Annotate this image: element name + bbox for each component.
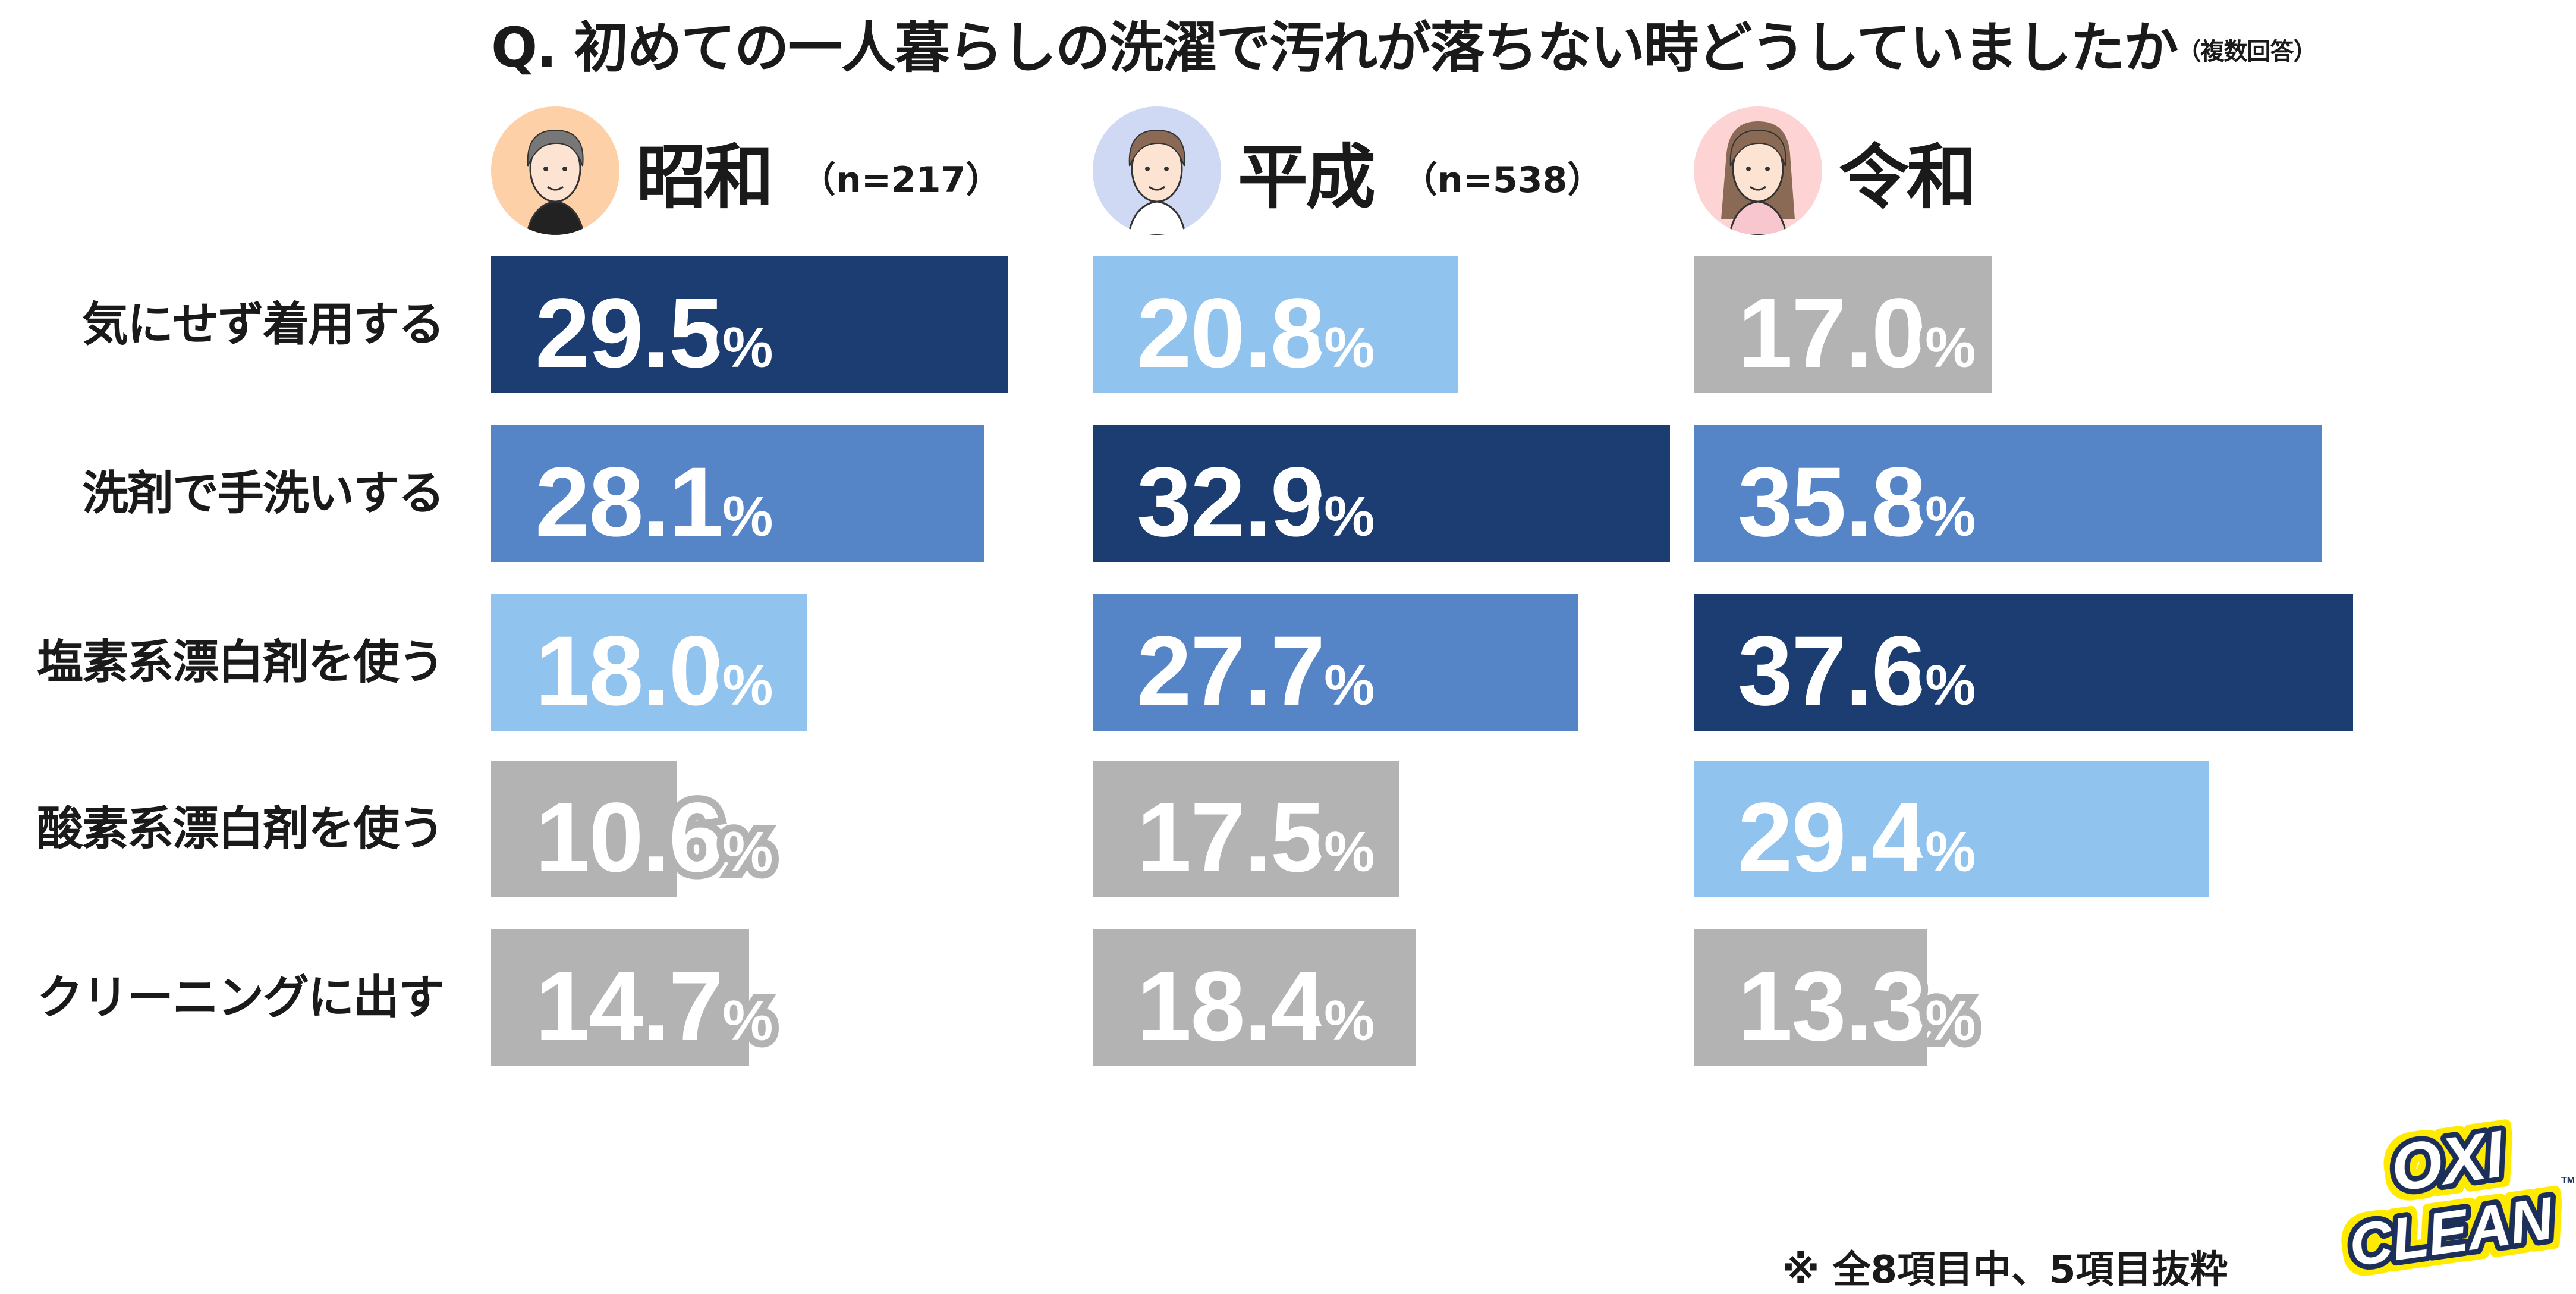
sample-size: （n=217） (800, 159, 1002, 201)
data-label-unit: % (1317, 646, 1382, 724)
data-label: 18.0% (528, 594, 781, 733)
category-label: クリーニングに出す (36, 971, 445, 1025)
data-label: 29.4% (1731, 761, 1983, 900)
data-label: 17.0% (1731, 256, 1983, 395)
category-label: 洗剤で手洗いする (81, 467, 445, 520)
bar (491, 256, 1009, 393)
data-label: 32.9% (1130, 425, 1382, 564)
data-label-unit: % (1918, 309, 1983, 387)
older-man-avatar (491, 106, 619, 235)
group-header: 令和 (1694, 105, 2003, 237)
data-label-value: 29.4 (1731, 775, 1933, 900)
data-label-unit: % (715, 982, 780, 1060)
data-label-unit: % (1317, 309, 1382, 387)
data-label: 20.8% (1130, 256, 1382, 395)
group-header: 昭和 （n=217） (491, 105, 1001, 237)
data-label-value: 13.3 (1731, 944, 1933, 1069)
group-header: 平成 （n=538） (1093, 105, 1603, 237)
data-label-unit: % (715, 309, 780, 387)
logo-tm: TM (2561, 1176, 2575, 1186)
era-label: 令和 (1839, 136, 1977, 218)
bar (491, 929, 749, 1066)
bar (1093, 425, 1670, 562)
bar (1694, 594, 2354, 731)
data-label-unit: % (715, 646, 780, 724)
long-hair-woman-avatar (1694, 106, 1822, 235)
data-label: 17.5% (1130, 761, 1382, 900)
data-label-value: 18.4 (1130, 944, 1332, 1069)
data-label-value: 17.0 (1731, 271, 1933, 395)
bar (1694, 929, 1927, 1066)
data-label: 29.5% (528, 256, 781, 395)
data-label-unit: % (1317, 813, 1382, 891)
data-label: 18.4% (1130, 929, 1382, 1069)
data-label-unit: % (715, 478, 780, 555)
data-label-value: 20.8 (1130, 271, 1332, 395)
data-label: 28.1% (528, 425, 781, 564)
sample-size: （n=538） (1402, 159, 1603, 201)
oxiclean-logo: OXI CLEAN TM (2339, 1112, 2575, 1285)
data-label-value: 32.9 (1130, 440, 1332, 564)
data-label: 14.7% (528, 929, 781, 1069)
data-label-unit: % (715, 813, 780, 891)
data-label: 27.7% (1130, 594, 1382, 733)
data-label-unit: % (1918, 646, 1983, 724)
bar (1694, 256, 1992, 393)
data-label-unit: % (1317, 982, 1382, 1060)
bar (1093, 256, 1458, 393)
data-label-value: 28.1 (528, 440, 731, 564)
data-label-unit: % (1918, 813, 1983, 891)
data-label-value: 17.5 (1130, 775, 1332, 900)
data-label-unit: % (1918, 982, 1983, 1060)
era-label: 平成 (1238, 136, 1376, 218)
data-label: 37.6% (1731, 594, 1983, 733)
category-label: 気にせず着用する (81, 298, 445, 351)
data-label-value: 37.6 (1731, 609, 1933, 733)
data-label-value: 27.7 (1130, 609, 1332, 733)
multiple-answer-note: （複数回答） (2177, 38, 2317, 65)
bar (491, 761, 677, 897)
question-text: Q. 初めての一人暮らしの洗濯で汚れが落ちない時どうしていましたか (491, 16, 2178, 80)
data-label-value: 35.8 (1731, 440, 1933, 564)
data-label: 10.6% (528, 761, 781, 900)
bar (1694, 425, 2322, 562)
data-label: 35.8% (1731, 425, 1983, 564)
bar (491, 594, 807, 731)
logo-clean: CLEAN (2345, 1185, 2558, 1279)
category-label: 塩素系漂白剤を使う (36, 636, 445, 689)
bar (1093, 761, 1400, 897)
data-label-unit: % (1918, 478, 1983, 555)
data-label-value: 29.5 (528, 271, 731, 395)
bar (1694, 761, 2210, 897)
data-label-unit: % (1317, 478, 1382, 555)
era-label: 昭和 (636, 136, 774, 218)
category-label: 酸素系漂白剤を使う (36, 802, 445, 856)
data-label-value: 10.6 (528, 775, 731, 900)
bar (1093, 929, 1416, 1066)
bar (1093, 594, 1579, 731)
data-label-value: 18.0 (528, 609, 731, 733)
data-label-value: 14.7 (528, 944, 731, 1069)
footnote: ※ 全8項目中、5項目抜粋 (1782, 1248, 2228, 1292)
bar (491, 425, 984, 562)
data-label: 13.3% (1731, 929, 1983, 1069)
chart-title: Q. 初めての一人暮らしの洗濯で汚れが落ちない時どうしていましたか（複数回答） (491, 4, 2317, 83)
short-hair-person-avatar (1093, 106, 1221, 235)
